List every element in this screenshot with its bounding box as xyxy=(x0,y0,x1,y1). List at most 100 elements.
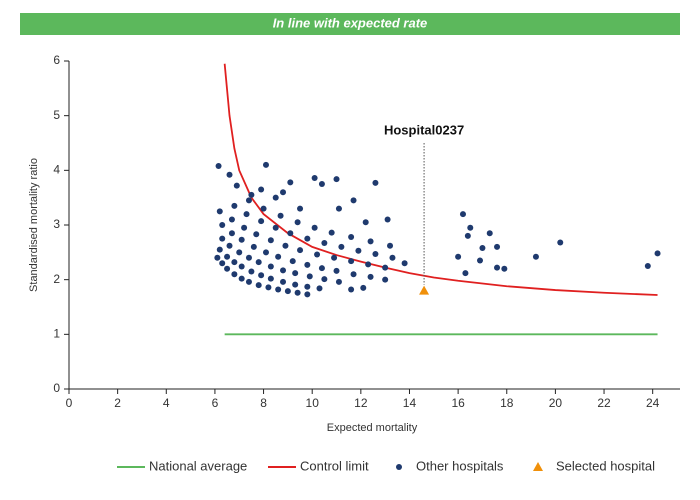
legend-label: Selected hospital xyxy=(556,458,655,473)
hospital-dot xyxy=(311,224,318,231)
hospital-dot xyxy=(467,224,474,231)
hospital-dot xyxy=(328,229,335,236)
hospital-dot xyxy=(318,181,325,187)
hospital-dot xyxy=(226,242,233,249)
hospital-dot xyxy=(335,278,342,285)
x-tick-label: 18 xyxy=(500,396,514,410)
hospital-dot xyxy=(333,176,340,183)
hospital-dot xyxy=(241,224,248,231)
x-tick-label: 16 xyxy=(451,396,465,410)
hospital-dot xyxy=(654,250,661,257)
hospital-dot xyxy=(401,260,408,267)
hospital-dot xyxy=(333,267,340,274)
hospital-dot xyxy=(384,216,391,223)
hospital-dot xyxy=(262,161,269,168)
hospital-dot xyxy=(294,289,301,296)
hospital-dot xyxy=(367,273,374,280)
hospital-dot xyxy=(348,234,355,241)
legend-swatch xyxy=(533,462,543,471)
legend-label: Other hospitals xyxy=(416,458,504,473)
hospital-dot xyxy=(280,267,287,274)
hospital-dot xyxy=(258,272,265,279)
hospital-dot xyxy=(331,254,338,261)
hospital-dot xyxy=(216,208,223,215)
hospital-dot xyxy=(501,265,508,272)
hospital-dot xyxy=(265,284,272,291)
hospital-dot xyxy=(231,259,238,266)
hospital-dot xyxy=(255,259,262,266)
hospital-dot xyxy=(292,281,299,288)
y-tick-label: 4 xyxy=(53,163,60,177)
hospital-dot xyxy=(214,254,221,261)
hospital-dot xyxy=(297,247,304,254)
legend-label: National average xyxy=(149,458,247,473)
x-axis-label: Expected mortality xyxy=(327,422,418,434)
hospital-dot xyxy=(294,219,301,226)
hospital-dot xyxy=(272,194,279,201)
hospital-dot xyxy=(219,235,226,242)
hospital-dot xyxy=(316,285,323,292)
x-tick-label: 8 xyxy=(260,396,267,410)
hospital-dot xyxy=(238,275,245,282)
hospital-dot xyxy=(245,278,252,285)
hospital-dot xyxy=(219,260,226,267)
x-tick-label: 4 xyxy=(163,396,170,410)
x-tick-label: 22 xyxy=(597,396,611,410)
hospital-dot xyxy=(280,278,287,285)
hospital-dot xyxy=(387,242,394,249)
hospital-dot xyxy=(275,253,282,260)
annotation: Hospital0237 xyxy=(384,122,464,137)
hospital-dot xyxy=(280,189,287,196)
hospital-dot xyxy=(557,239,564,246)
hospital-dot xyxy=(289,258,296,265)
hospital-dot xyxy=(306,273,313,280)
x-tick-label: 12 xyxy=(354,396,368,410)
y-tick-label: 1 xyxy=(53,327,60,341)
x-tick-label: 2 xyxy=(114,396,121,410)
hospital-dot xyxy=(464,232,471,239)
legend-swatch xyxy=(396,464,402,470)
hospital-dot xyxy=(260,205,267,212)
banner xyxy=(20,13,680,35)
hospital-dot xyxy=(338,243,345,250)
hospital-dot xyxy=(238,263,245,270)
hospital-dot xyxy=(532,253,539,260)
hospital-dot xyxy=(350,271,357,278)
hospital-dot xyxy=(275,286,282,293)
hospital-dot xyxy=(486,230,493,237)
hospital-dot xyxy=(348,258,355,265)
selected-hospital xyxy=(419,285,430,295)
hospital-dot xyxy=(304,283,311,290)
hospital-dot xyxy=(644,263,651,269)
x-tick-label: 20 xyxy=(549,396,563,410)
hospital-dot xyxy=(272,224,279,231)
y-tick-label: 5 xyxy=(53,108,60,122)
hospital-dot xyxy=(382,264,389,271)
hospital-dot xyxy=(258,218,265,225)
hospital-dot xyxy=(287,230,294,237)
hospital-dot xyxy=(455,253,462,260)
y-tick-label: 6 xyxy=(53,53,60,67)
hospital-dot xyxy=(318,265,325,272)
hospital-dot xyxy=(228,230,235,237)
hospital-dot xyxy=(311,174,318,181)
hospital-dot xyxy=(228,216,235,223)
hospital-dot xyxy=(258,186,265,193)
x-tick-label: 0 xyxy=(66,396,73,410)
hospital-dot xyxy=(372,179,379,186)
hospital-dot xyxy=(494,264,501,271)
hospital-dot xyxy=(245,197,252,204)
hospital-dot xyxy=(267,237,274,244)
hospital-dot xyxy=(236,249,243,256)
hospital-dot xyxy=(479,244,486,251)
hospital-dot xyxy=(231,271,238,278)
hospital-dot xyxy=(477,257,484,264)
hospital-dot xyxy=(372,250,379,257)
hospital-dot xyxy=(459,211,466,218)
hospital-dot xyxy=(462,270,469,277)
hospital-dot xyxy=(321,240,328,247)
y-tick-label: 3 xyxy=(53,217,60,231)
hospital-dot xyxy=(360,284,367,291)
hospital-dot xyxy=(224,253,231,260)
hospital-dot xyxy=(284,288,291,295)
